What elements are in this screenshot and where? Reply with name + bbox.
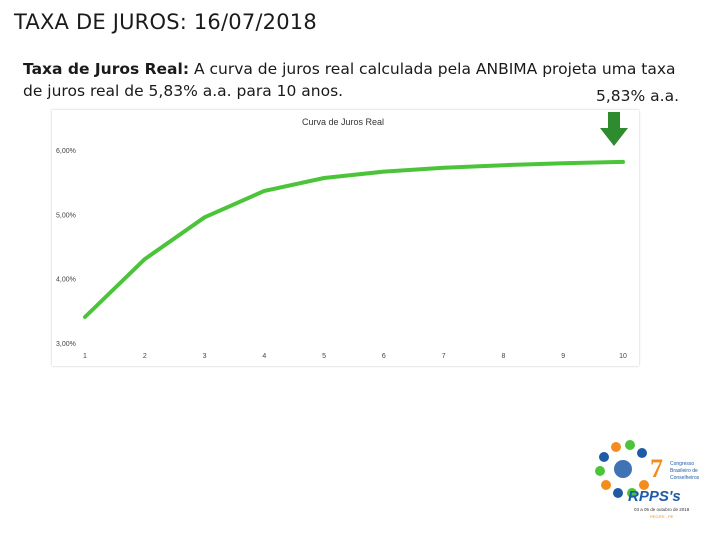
x-tick-label: 10	[619, 353, 627, 360]
x-tick-label: 4	[262, 353, 266, 360]
y-tick-label: 3,00%	[56, 341, 76, 348]
y-axis: 3,00% 4,00% 5,00% 6,00%	[56, 148, 76, 348]
description-bold: Taxa de Juros Real:	[23, 60, 190, 78]
x-tick-label: 8	[501, 353, 505, 360]
logo-line2: Brasileiro de	[670, 468, 698, 474]
y-tick-label: 5,00%	[56, 212, 76, 219]
down-arrow-icon	[600, 112, 628, 146]
logo-line1: Congresso	[670, 461, 694, 467]
x-tick-label: 6	[382, 353, 386, 360]
logo-place: RECIFE - PE	[650, 514, 674, 519]
y-tick-label: 6,00%	[56, 148, 76, 155]
chart-title: Curva de Juros Real	[302, 117, 384, 127]
slide-title: TAXA DE JUROS: 16/07/2018	[14, 10, 317, 34]
series-layer	[83, 159, 625, 319]
x-tick-label: 1	[83, 353, 87, 360]
line-chart: Curva de Juros Real 3,00% 4,00% 5,00% 6,00%…	[56, 117, 627, 360]
y-tick-label: 4,00%	[56, 277, 76, 284]
x-axis: 1 2 3 4 5 6 7 8 9 10	[83, 353, 627, 360]
rate-annotation: 5,83% a.a.	[596, 87, 680, 105]
x-tick-label: 7	[442, 353, 446, 360]
x-tick-label: 5	[322, 353, 326, 360]
x-tick-label: 3	[203, 353, 207, 360]
logo-emblem-icon	[595, 440, 649, 498]
series-line	[83, 159, 625, 319]
congress-logo: 7 Congresso Brasileiro de Conselheiros R…	[595, 440, 700, 519]
logo-number: 7	[650, 454, 663, 483]
logo-brand: RPPS's	[628, 488, 681, 505]
description: Taxa de Juros Real: A curva de juros rea…	[23, 58, 698, 102]
description-text: A curva de juros real calculada pela ANB…	[23, 60, 676, 100]
x-tick-label: 2	[143, 353, 147, 360]
logo-dates: 03 a 05 de outubro de 2018	[634, 507, 690, 512]
x-tick-label: 9	[561, 353, 565, 360]
logo-line3: Conselheiros	[670, 475, 700, 481]
chart-container: Curva de Juros Real 3,00% 4,00% 5,00% 6,00%…	[52, 110, 639, 366]
